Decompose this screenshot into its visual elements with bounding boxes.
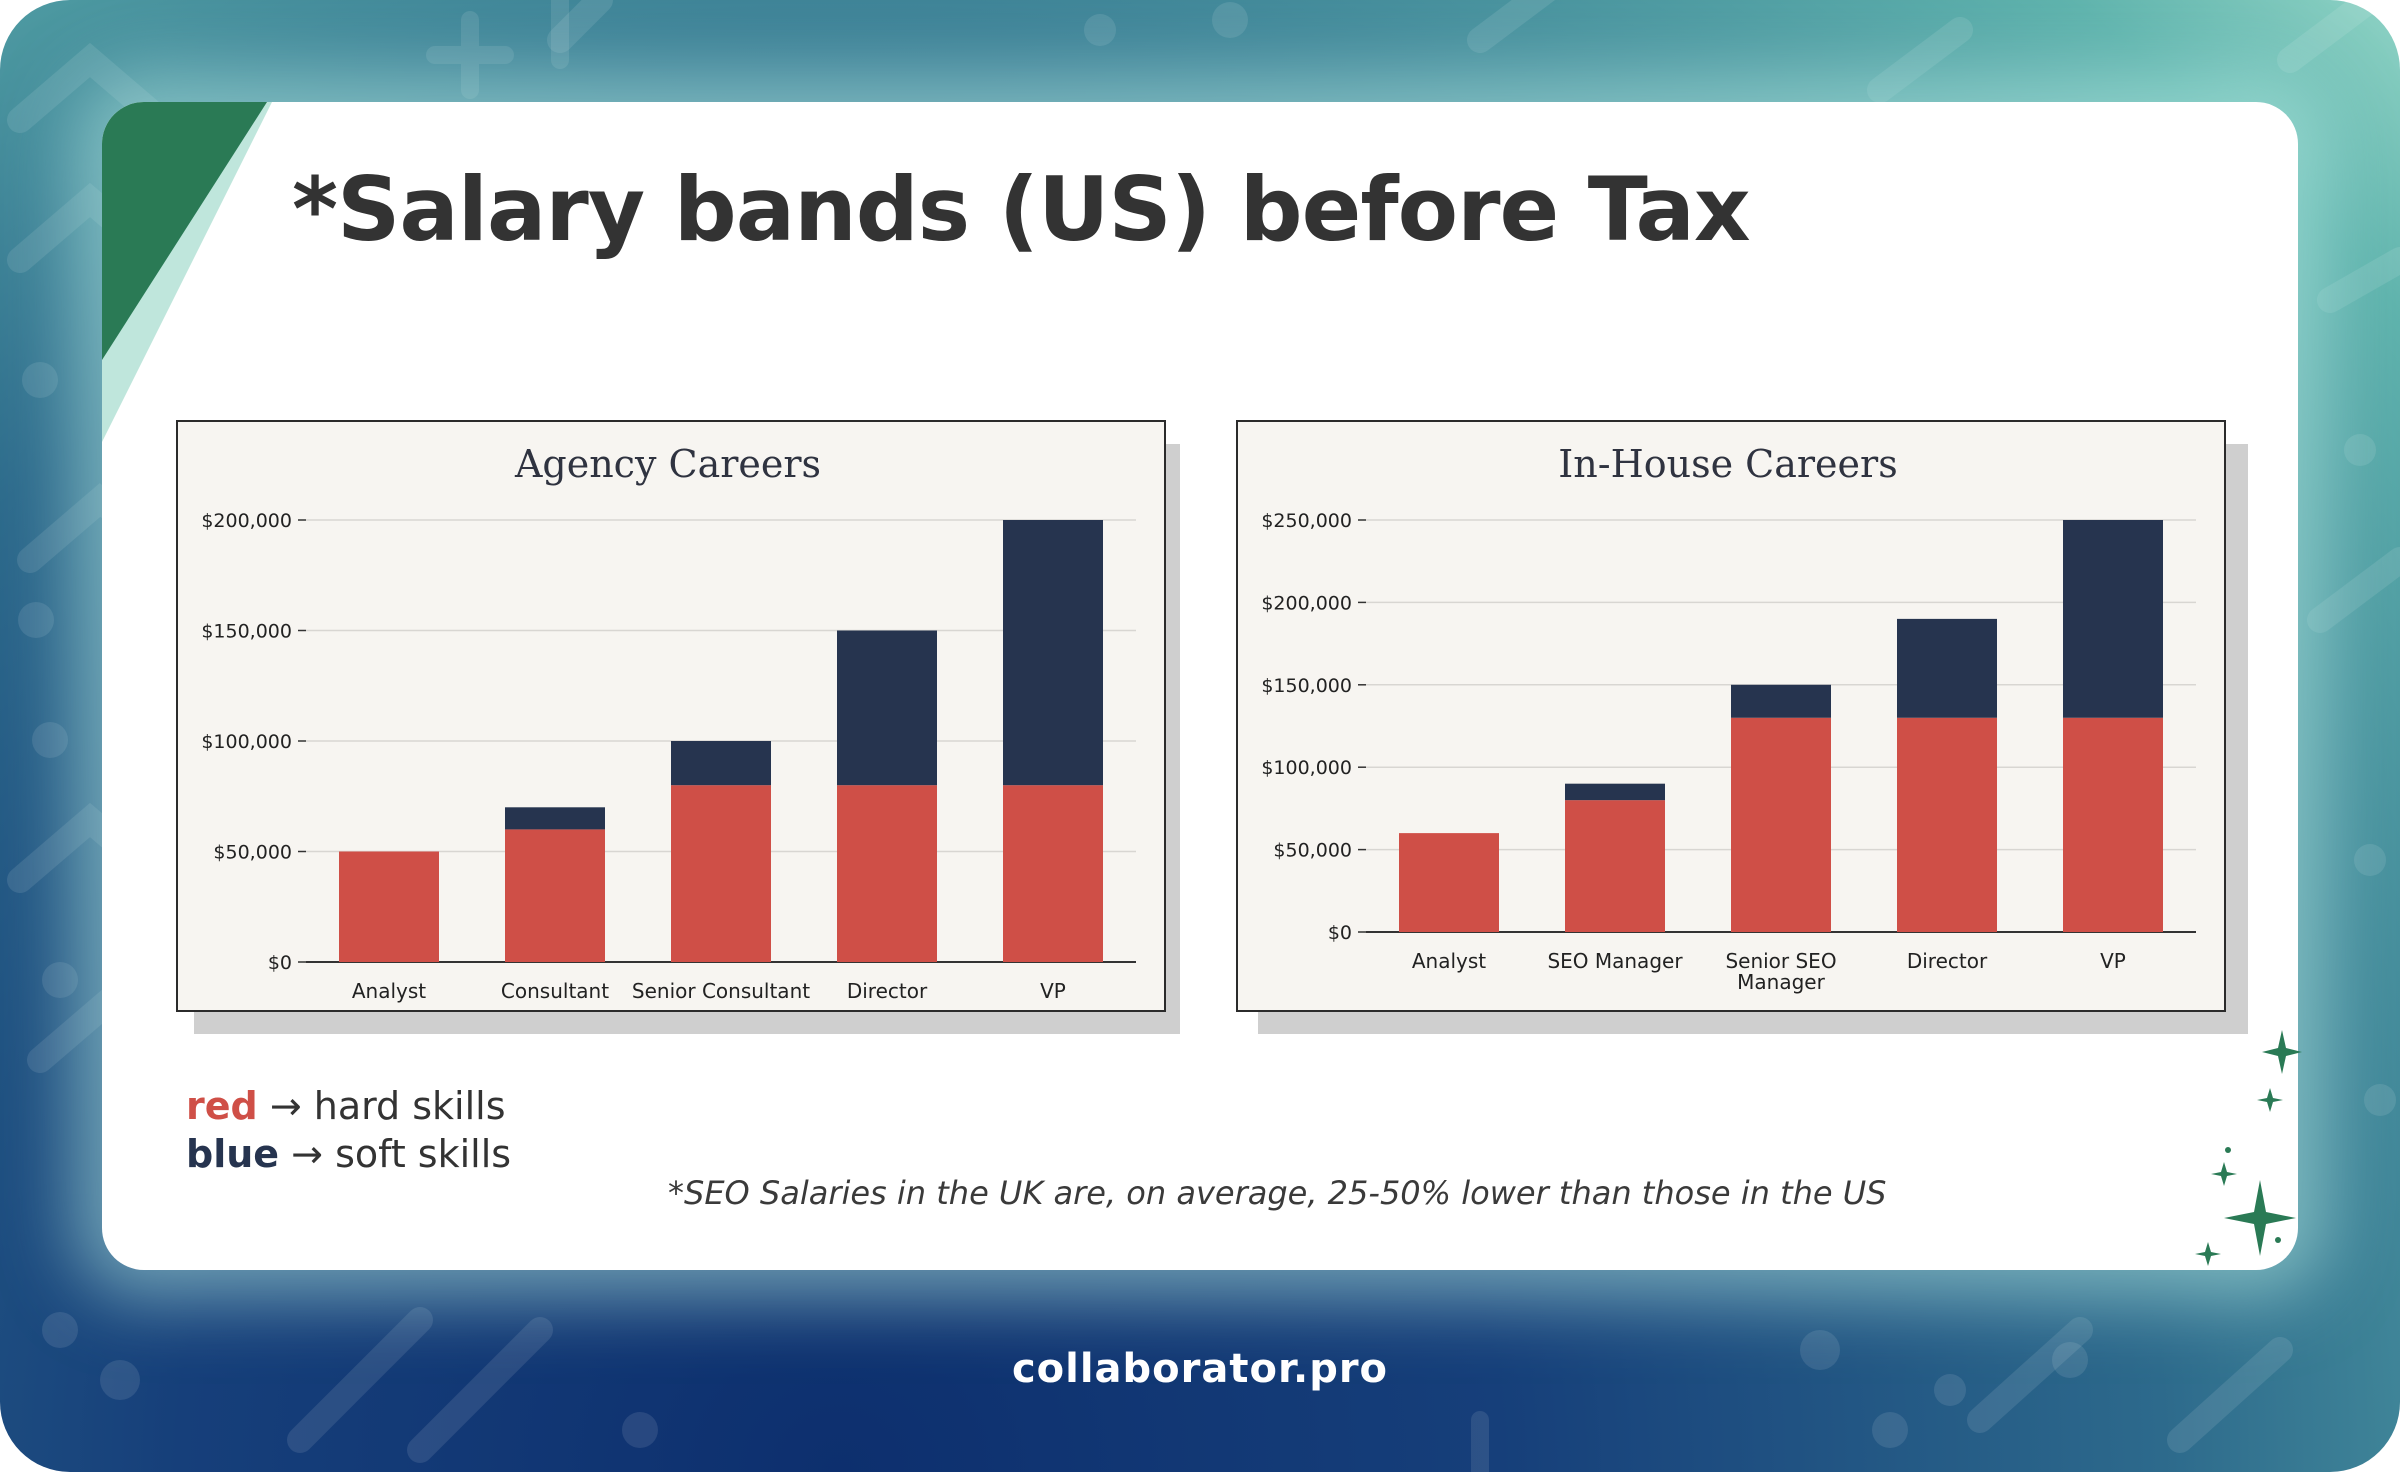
bar-soft-skills <box>837 630 937 786</box>
bar-hard-skills <box>837 785 937 962</box>
y-tick-label: $250,000 <box>1261 510 1352 532</box>
y-tick-label: $150,000 <box>201 621 292 643</box>
legend-red-text: → hard skills <box>269 1084 506 1128</box>
category-label: Analyst <box>352 979 426 1003</box>
category-label: Director <box>1907 949 1988 973</box>
y-tick-label: $0 <box>1328 922 1352 944</box>
legend-blue-row: blue → soft skills <box>186 1130 511 1178</box>
category-label: Director <box>847 979 928 1003</box>
y-tick-label: $150,000 <box>1261 675 1352 697</box>
category-label: Analyst <box>1412 949 1486 973</box>
bar-hard-skills <box>2063 717 2163 932</box>
bar-hard-skills <box>1399 833 1499 932</box>
slide-card: *Salary bands (US) before Tax Agency Car… <box>102 102 2298 1270</box>
bar-hard-skills <box>1565 800 1665 932</box>
bar-hard-skills <box>1003 785 1103 962</box>
category-label: VP <box>2100 949 2126 973</box>
bar-hard-skills <box>671 785 771 962</box>
legend-red-word: red <box>186 1084 258 1128</box>
y-tick-label: $100,000 <box>201 731 292 753</box>
bar-soft-skills <box>1003 520 1103 786</box>
y-tick-label: $0 <box>268 952 292 974</box>
legend-blue-word: blue <box>186 1132 280 1176</box>
bar-hard-skills <box>505 829 605 962</box>
category-label: Senior Consultant <box>632 979 810 1003</box>
bar-soft-skills <box>1731 684 1831 718</box>
bar-hard-skills <box>339 851 439 962</box>
legend-blue-text: → soft skills <box>291 1132 512 1176</box>
brand-footer: collaborator.pro <box>1011 1346 1389 1392</box>
sparkles-icon <box>2195 1030 2302 1266</box>
bar-hard-skills <box>1897 717 1997 932</box>
agency-chart-panel: Agency Careers $0 $50,000 $100,000 $150,000 $… <box>176 420 1166 1012</box>
slide-title: *Salary bands (US) before Tax <box>292 158 1751 261</box>
bar-soft-skills <box>1897 618 1997 718</box>
category-label: VP <box>1040 979 1066 1003</box>
inhouse-chart-panel: In-House Careers $0 $50,000 $100,000 $150,00… <box>1236 420 2226 1012</box>
bar-soft-skills <box>505 807 605 830</box>
bar-hard-skills <box>1731 717 1831 932</box>
bar-soft-skills <box>2063 520 2163 718</box>
inhouse-chart: In-House Careers $0 $50,000 $100,000 $150,00… <box>1261 442 2196 994</box>
y-tick-label: $50,000 <box>213 842 292 864</box>
y-tick-label: $50,000 <box>1273 840 1352 862</box>
category-label: Consultant <box>501 979 609 1003</box>
y-tick-label: $200,000 <box>201 510 292 532</box>
category-label: SEO Manager <box>1547 949 1683 973</box>
chart-title: Agency Careers <box>514 442 821 486</box>
y-tick-label: $100,000 <box>1261 757 1352 779</box>
corner-accent <box>102 102 272 442</box>
legend-red-row: red → hard skills <box>186 1082 511 1130</box>
y-tick-label: $200,000 <box>1261 592 1352 614</box>
bar-soft-skills <box>671 741 771 786</box>
chart-title: In-House Careers <box>1558 442 1897 486</box>
category-label: Senior SEO Manager <box>1725 949 1836 994</box>
color-legend: red → hard skills blue → soft skills <box>186 1082 511 1178</box>
bar-soft-skills <box>1565 783 1665 801</box>
agency-chart: Agency Careers $0 $50,000 $100,000 $150,000 $… <box>201 442 1136 1003</box>
footnote: *SEO Salaries in the UK are, on average,… <box>668 1174 1887 1212</box>
